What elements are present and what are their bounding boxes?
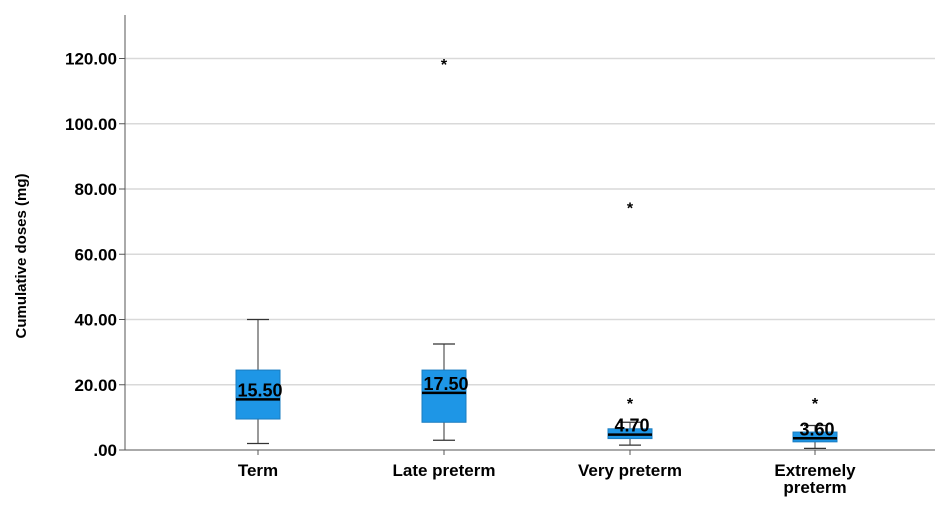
median-label: 15.50 (237, 380, 282, 400)
x-tick-label: Late preterm (393, 461, 496, 480)
x-tick-label: Term (238, 461, 278, 480)
x-tick-label: Very preterm (578, 461, 682, 480)
y-tick-label: 40.00 (74, 311, 117, 330)
y-tick-label: 20.00 (74, 376, 117, 395)
y-tick-label: 120.00 (65, 50, 117, 69)
y-axis-label: Cumulative doses (mg) (13, 173, 30, 338)
boxes: 15.50 17.50 * 4.70 * * 3.60 * (235, 57, 838, 449)
y-tick-label: 100.00 (65, 115, 117, 134)
outlier-marker: * (441, 57, 448, 74)
box-group: 15.50 (235, 318, 283, 445)
outlier-marker: * (627, 396, 634, 413)
iqr-box (235, 369, 281, 420)
axes: .00 20.00 40.00 60.00 80.00 100.00 120.00 Term L… (65, 15, 935, 497)
y-tick-label: 80.00 (74, 180, 117, 199)
y-tick-label: .00 (93, 441, 117, 460)
outlier-marker: * (812, 396, 819, 413)
median-label: 17.50 (423, 374, 468, 394)
outlier-marker: * (627, 200, 634, 217)
iqr-box (792, 431, 838, 443)
box-group: 3.60 * (792, 396, 838, 449)
y-tick-label: 60.00 (74, 245, 117, 264)
box-group: 4.70 * * (607, 200, 653, 446)
x-tick-label: preterm (783, 478, 846, 497)
box-group: 17.50 * (421, 57, 469, 441)
median-label: 3.60 (799, 419, 834, 439)
grid-lines (125, 57, 935, 386)
median-label: 4.70 (614, 416, 649, 436)
iqr-box (421, 369, 467, 423)
x-tick-label: Extremely (774, 461, 856, 480)
